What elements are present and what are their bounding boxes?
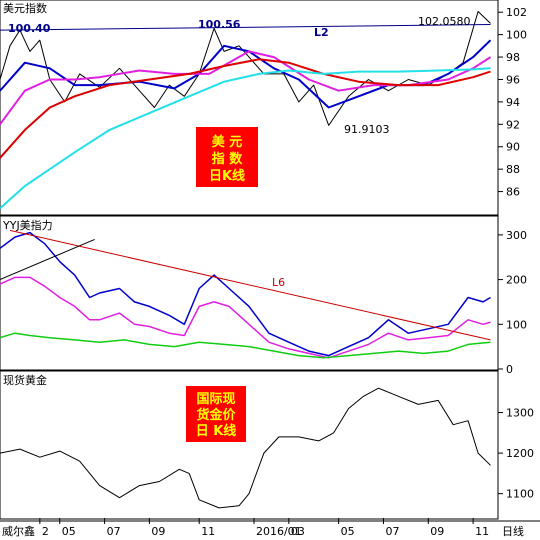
x-tick-label: 11 [475, 525, 489, 538]
gold-series [0, 387, 491, 509]
x-tick-label: 05 [341, 525, 355, 538]
x-tick-label: 09 [430, 525, 444, 538]
yyj-series-trend-black [0, 238, 95, 281]
yyj-series-blue [0, 231, 491, 357]
gold-series-price [0, 387, 491, 509]
usd-series-ma-red [0, 58, 491, 159]
yyj-series-green [0, 332, 491, 359]
yyj-series [0, 229, 491, 359]
x-tick-label: 09 [151, 525, 165, 538]
usd-y-tick-label: 94 [506, 96, 520, 109]
usd-badge: 美 元 指 数 日K线 [196, 127, 258, 187]
gold-panel: 1100 1200 1300 现货黄金 国际现 货金价 日 K线 [0, 370, 534, 520]
gold-badge-line-3: 日 K线 [196, 423, 237, 439]
yyj-y-tick-label: 100 [506, 318, 527, 331]
usd-y-tick-label: 90 [506, 141, 520, 154]
usd-badge-box [196, 127, 258, 187]
usd-y-tick-label: 100 [506, 29, 527, 42]
yyj-panel: 0 100 200 300 YYJ美指力 L6 [0, 215, 527, 376]
usd-y-tick-label: 86 [506, 186, 520, 199]
yyj-panel-title: YYJ美指力 [2, 218, 53, 232]
gold-panel-title: 现货黄金 [3, 373, 47, 387]
usd-series-ma-cyan [0, 67, 491, 210]
gold-badge-line-2: 货金价 [196, 407, 236, 423]
usd-series-line-l2 [0, 24, 491, 31]
x-tick-label: 07 [107, 525, 121, 538]
usd-mid-high-label: 100.56 [198, 18, 241, 31]
timeframe-label: 日线 [502, 524, 524, 538]
gold-y-tick-label: 1100 [506, 488, 534, 501]
gold-badge: 国际现 货金价 日 K线 [186, 386, 246, 442]
yyj-y-axis: 0 100 200 300 [498, 229, 527, 376]
usd-series-price [0, 11, 491, 126]
x-tick-label: 2016/01 [256, 525, 302, 538]
usd-badge-line-1: 美 元 [212, 134, 243, 150]
x-tick-label: 07 [385, 525, 399, 538]
usd-left-high-label: 100.40 [8, 22, 51, 35]
usd-y-axis: 86 88 90 92 94 96 98 100 102 [498, 6, 527, 199]
usd-badge-line-2: 指 数 [212, 151, 244, 167]
gold-y-axis: 1100 1200 1300 [498, 407, 534, 501]
yyj-series-line-l6 [9, 229, 491, 341]
yyj-l6-label: L6 [272, 276, 285, 289]
gold-y-tick-label: 1200 [506, 447, 534, 460]
usd-series-ma-magenta [0, 50, 492, 125]
x-tick-label: 11 [201, 525, 215, 538]
yyj-y-tick-label: 300 [506, 229, 527, 242]
gold-badge-box [186, 386, 246, 442]
yyj-y-tick-label: 200 [506, 274, 527, 287]
usd-panel-frame [0, 0, 499, 216]
usd-y-tick-label: 96 [506, 73, 520, 86]
usd-l2-label: L2 [314, 26, 329, 39]
usd-y-tick-label: 92 [506, 118, 520, 131]
x-tick-label: 03 [291, 525, 305, 538]
usd-panel-title: 美元指数 [3, 1, 47, 15]
yyj-series-magenta [0, 276, 491, 359]
x-tick-label: 05 [62, 525, 76, 538]
gold-panel-frame [0, 370, 499, 520]
usd-low-label: 91.9103 [344, 123, 390, 136]
gold-badge-line-1: 国际现 [196, 392, 235, 407]
usd-right-high-label: 102.0580 [418, 15, 471, 28]
usd-badge-line-3: 日K线 [209, 168, 245, 184]
x-tick-label: 2 [42, 525, 49, 538]
yyj-panel-frame [0, 215, 499, 371]
usd-y-tick-label: 98 [506, 51, 520, 64]
usd-y-tick-label: 102 [506, 6, 527, 19]
gold-y-tick-label: 1300 [506, 407, 534, 420]
usd-series [0, 11, 492, 210]
footer-label: 威尔鑫 [2, 524, 35, 538]
yyj-y-tick-label: 0 [506, 363, 513, 376]
usd-y-tick-label: 88 [506, 163, 520, 176]
